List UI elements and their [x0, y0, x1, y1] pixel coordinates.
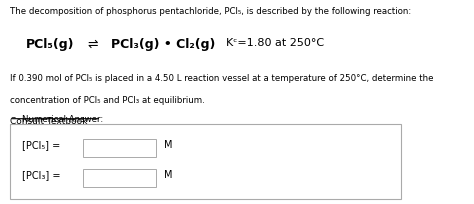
Text: Kᶜ=1.80 at 250°C: Kᶜ=1.80 at 250°C: [226, 38, 324, 48]
Text: [PCl₃] =: [PCl₃] =: [22, 169, 60, 179]
Text: M: M: [164, 169, 173, 179]
Text: PCl₃(g) • Cl₂(g): PCl₃(g) • Cl₂(g): [111, 38, 216, 51]
Text: PCl₅(g): PCl₅(g): [26, 38, 74, 51]
Text: [PCl₅] =: [PCl₅] =: [22, 139, 60, 149]
Text: Numerical Answer:: Numerical Answer:: [22, 114, 103, 123]
FancyBboxPatch shape: [83, 139, 156, 157]
Text: M: M: [164, 139, 173, 149]
Text: The decomposition of phosphorus pentachloride, PCl₅, is described by the followi: The decomposition of phosphorus pentachl…: [9, 7, 411, 16]
Text: concentration of PCl₅ and PCl₃ at equilibrium.: concentration of PCl₅ and PCl₃ at equili…: [9, 96, 204, 105]
Text: If 0.390 mol of PCl₅ is placed in a 4.50 L reaction vessel at a temperature of 2: If 0.390 mol of PCl₅ is placed in a 4.50…: [9, 74, 433, 83]
FancyBboxPatch shape: [9, 124, 401, 198]
Text: ⇌: ⇌: [87, 38, 98, 51]
Text: Consult Textbook: Consult Textbook: [9, 116, 87, 125]
FancyBboxPatch shape: [83, 169, 156, 187]
